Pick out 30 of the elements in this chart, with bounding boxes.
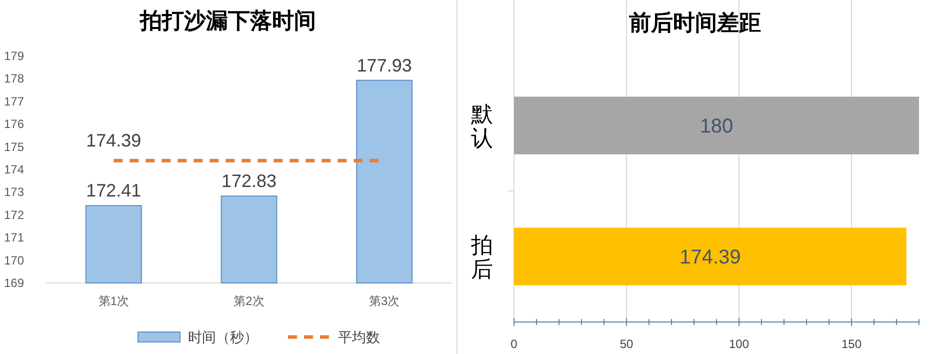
x-tick-label: 0 <box>510 337 518 351</box>
data-label: 174.39 <box>86 130 142 151</box>
y-tick-label: 177 <box>4 94 24 108</box>
y-tick-label: 拍后 <box>470 232 493 282</box>
chart-title: 拍打沙漏下落时间 <box>139 8 316 33</box>
x-tick-label: 50 <box>620 337 634 351</box>
y-tick-label: 172 <box>4 208 24 222</box>
y-tick-label: 178 <box>4 72 24 86</box>
y-tick-label: 171 <box>4 230 24 245</box>
legend-label: 平均数 <box>338 329 380 345</box>
data-label: 177.93 <box>356 55 412 76</box>
x-tick-label: 第1次 <box>98 294 130 308</box>
y-tick-label: 174 <box>4 162 24 176</box>
y-tick-label: 176 <box>4 117 24 132</box>
data-label: 172.83 <box>221 171 277 192</box>
data-label: 180 <box>700 116 734 138</box>
x-tick-label: 100 <box>728 337 750 351</box>
data-label: 172.41 <box>86 180 142 201</box>
x-tick-label: 第2次 <box>234 294 264 308</box>
data-label: 174.39 <box>680 246 741 268</box>
y-tick-label: 默认 <box>470 102 493 150</box>
y-tick-label: 175 <box>4 140 24 154</box>
legend-label: 时间（秒） <box>188 329 258 345</box>
x-tick-label: 150 <box>841 337 862 351</box>
y-tick-label: 179 <box>4 49 24 63</box>
y-tick-label: 170 <box>4 253 24 268</box>
x-tick-label: 第3次 <box>368 294 400 308</box>
y-tick-label: 169 <box>4 276 24 290</box>
y-tick-label: 173 <box>4 185 24 200</box>
text: 前后时间差距 <box>628 10 761 35</box>
